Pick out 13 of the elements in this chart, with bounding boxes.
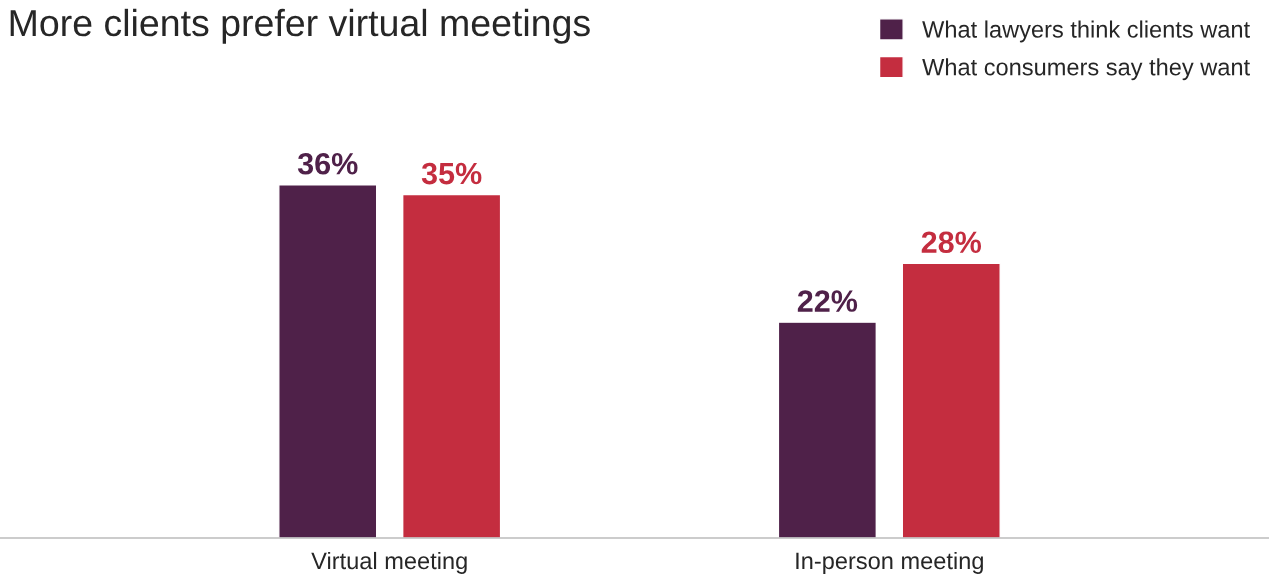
data-label: 36% — [297, 152, 358, 175]
chart-title: More clients prefer virtual meetings — [10, 8, 590, 44]
bar — [401, 193, 502, 538]
x-tick-label: Virtual meeting — [311, 551, 467, 574]
legend-label: What consumers say they want — [922, 58, 1250, 81]
x-tick-label: In-person meeting — [796, 551, 983, 574]
bar — [278, 184, 378, 538]
data-label: 28% — [921, 231, 982, 254]
bar — [901, 262, 1001, 538]
legend-label: What lawyers think clients want — [922, 20, 1250, 43]
data-label: 22% — [797, 290, 858, 312]
bar — [777, 321, 878, 538]
data-label: 35% — [421, 162, 482, 185]
